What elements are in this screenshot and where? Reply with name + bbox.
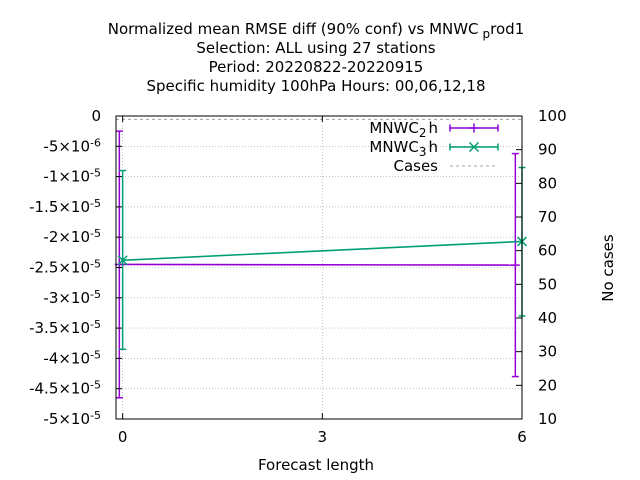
axis-ticks: 0 3 60-5×10-6-1×10-5-1.5×10-5-2×10-5-2.5×1… [29,107,567,446]
data-point [510,260,520,270]
y-tick-label: -4×10-5 [43,348,101,367]
y2-tick-label: 60 [538,242,557,260]
y-tick-label: -2.5×10-5 [29,258,101,277]
legend-label: MNWC3 h [369,138,438,159]
y-tick-label: -4.5×10-5 [29,379,101,398]
legend-label: Cases [393,157,438,175]
y-tick-label: -5×10-5 [43,409,101,428]
y-tick-label: 0 [91,107,101,125]
grid-lines [116,115,523,420]
legend-label: MNWC2 h [369,119,438,140]
y-tick-label: -1.5×10-5 [29,197,101,216]
x-tick-label: 6 [517,428,527,446]
y2-tick-label: 30 [538,343,557,361]
title-line-2: Selection: ALL using 27 stations [196,39,435,57]
x-tick-label: 0 [118,428,128,446]
y2-tick-label: 90 [538,141,557,159]
y-tick-label: -2×10-5 [43,227,101,246]
y2-tick-label: 100 [538,107,567,125]
legend-marker [469,123,479,133]
y2-tick-label: 40 [538,309,557,327]
y-tick-label: -5×10-6 [43,136,101,155]
title-line-3: Period: 20220822-20220915 [209,58,424,76]
y2-tick-label: 50 [538,275,557,293]
series-mnwc2 [114,130,520,399]
y2-axis-label: No cases [599,234,617,302]
title-line-1: Normalized mean RMSE diff (90% conf) vs … [108,20,525,41]
y-tick-label: -3.5×10-5 [29,318,101,337]
y-tick-label: -1×10-5 [43,167,101,186]
y2-tick-label: 20 [538,376,557,394]
y2-tick-label: 70 [538,208,557,226]
y2-tick-label: 80 [538,174,557,192]
series-line [119,263,516,266]
legend-marker [468,141,480,153]
series-layer [114,118,528,399]
chart-title: Normalized mean RMSE diff (90% conf) vs … [108,20,525,95]
data-point [117,255,128,266]
x-axis-label: Forecast length [258,456,374,474]
title-line-4: Specific humidity 100hPa Hours: 00,06,12… [146,77,485,95]
series-line [122,240,523,262]
x-tick-label: 3 [318,428,328,446]
y-tick-label: -3×10-5 [43,288,101,307]
y2-tick-label: 10 [538,410,557,428]
